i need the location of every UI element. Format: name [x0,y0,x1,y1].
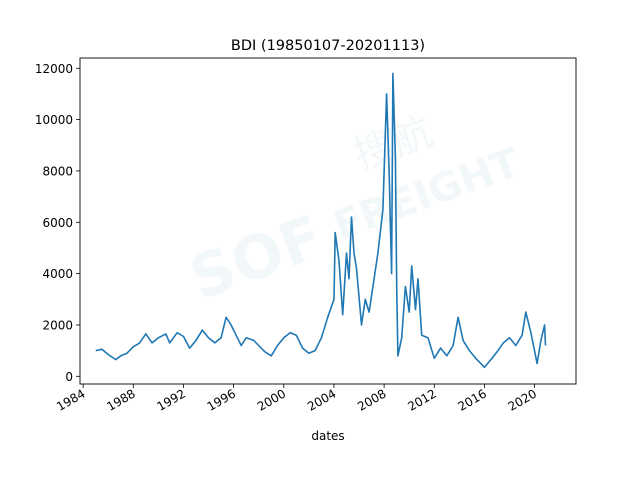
y-tick-label: 8000 [42,164,73,178]
x-axis-label: dates [311,429,344,443]
y-tick-label: 0 [65,370,73,384]
y-axis: 0 2000 4000 6000 8000 10000 12000 [35,62,80,384]
plot-area [80,58,576,384]
chart-title: BDI (19850107-20201113) [231,38,425,54]
y-tick-label: 6000 [42,216,73,230]
series-lines [95,72,547,369]
axes-frame [79,57,577,385]
y-tick-label: 12000 [35,62,73,76]
series-line-0 [95,72,547,369]
y-tick-label: 4000 [42,267,73,281]
y-tick-label: 2000 [42,318,73,332]
y-tick-label: 10000 [35,113,73,127]
